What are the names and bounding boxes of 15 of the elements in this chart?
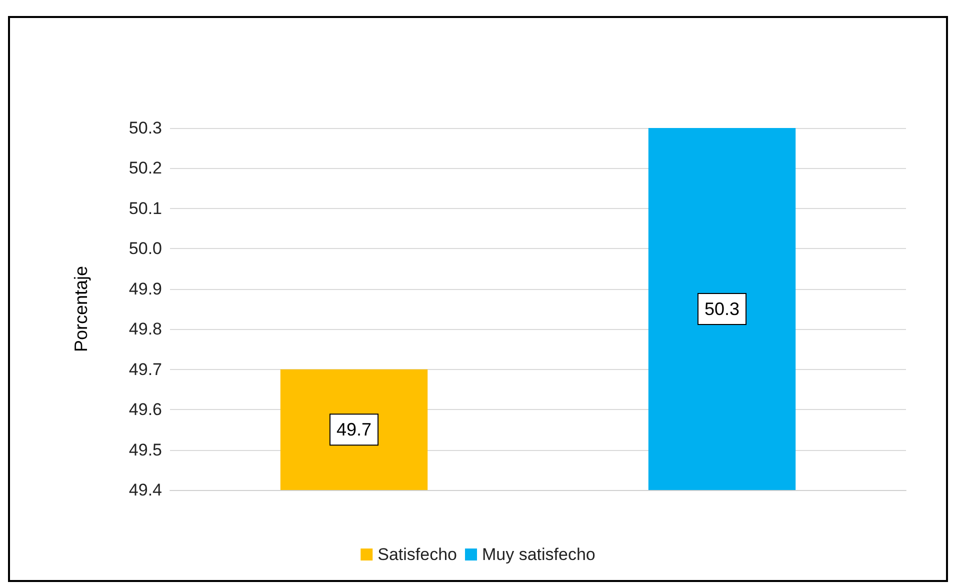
y-tick-label: 49.9 xyxy=(128,279,162,298)
legend-label: Satisfecho xyxy=(378,545,458,564)
legend-label: Muy satisfecho xyxy=(482,545,596,564)
y-tick-label: 49.4 xyxy=(128,480,162,500)
y-tick-label: 50.2 xyxy=(128,158,162,178)
y-tick-label: 49.8 xyxy=(128,320,162,339)
data-label: 50.3 xyxy=(704,299,740,319)
data-label: 49.7 xyxy=(336,420,372,440)
y-tick-label: 50.1 xyxy=(128,198,162,218)
y-tick-label: 49.6 xyxy=(128,400,162,420)
y-tick-label: 50.3 xyxy=(128,118,162,138)
y-axis-title: Porcentaje xyxy=(71,266,91,352)
y-tick-label: 50.0 xyxy=(128,239,162,258)
y-tick-label: 49.7 xyxy=(128,360,162,379)
y-tick-label: 49.5 xyxy=(128,440,162,460)
